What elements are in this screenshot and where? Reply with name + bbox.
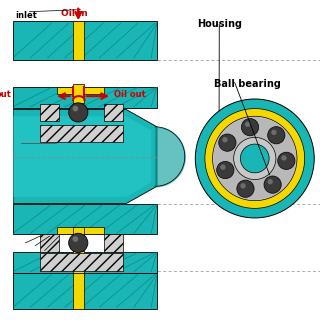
Bar: [40, 234, 59, 252]
Circle shape: [220, 164, 226, 170]
Polygon shape: [13, 109, 157, 204]
Bar: [13, 252, 157, 273]
Bar: [13, 86, 157, 108]
Bar: [104, 234, 124, 252]
Circle shape: [240, 183, 246, 188]
Circle shape: [281, 155, 287, 161]
Circle shape: [219, 134, 236, 151]
Circle shape: [73, 106, 78, 111]
Circle shape: [241, 118, 259, 136]
Bar: [40, 104, 59, 121]
Bar: [40, 125, 124, 142]
Circle shape: [268, 127, 285, 144]
Bar: [57, 227, 104, 234]
Text: Oil out: Oil out: [114, 90, 146, 99]
Circle shape: [212, 116, 297, 201]
Text: out: out: [0, 90, 12, 99]
Bar: [40, 253, 124, 271]
Circle shape: [245, 122, 250, 127]
Bar: [74, 236, 83, 251]
Text: Ball bearing: Ball bearing: [214, 79, 281, 89]
Circle shape: [195, 99, 314, 218]
Circle shape: [69, 233, 88, 252]
Bar: [13, 21, 157, 60]
Circle shape: [271, 130, 276, 135]
Circle shape: [205, 108, 305, 208]
Circle shape: [264, 176, 281, 193]
Text: inlet: inlet: [15, 11, 37, 20]
Circle shape: [240, 144, 269, 173]
Text: Housing: Housing: [197, 20, 242, 29]
Bar: [13, 273, 157, 309]
Bar: [74, 273, 84, 309]
Bar: [57, 86, 104, 94]
Bar: [104, 104, 124, 121]
Bar: [74, 106, 83, 120]
Circle shape: [237, 180, 254, 197]
Circle shape: [268, 179, 273, 184]
Circle shape: [278, 152, 295, 170]
Bar: [74, 84, 84, 103]
Polygon shape: [13, 116, 151, 197]
Circle shape: [217, 161, 234, 179]
Circle shape: [73, 236, 78, 242]
Circle shape: [222, 137, 228, 142]
Circle shape: [213, 117, 296, 200]
Bar: [74, 21, 84, 60]
Circle shape: [234, 137, 276, 180]
Bar: [74, 227, 84, 273]
Text: Oil in: Oil in: [61, 9, 88, 18]
Bar: [13, 204, 157, 234]
Circle shape: [69, 103, 88, 122]
